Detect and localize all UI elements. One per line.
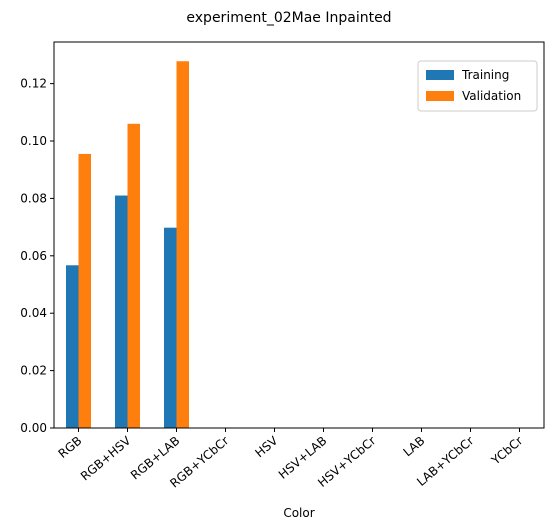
x-tick-label: LAB — [400, 434, 427, 460]
bar-validation-rgb-lab — [176, 61, 189, 429]
bar-training-rgb — [66, 265, 79, 428]
legend: Training Validation — [417, 60, 538, 112]
y-tick-label: 0.02 — [20, 364, 47, 378]
y-tick-label: 0.04 — [20, 306, 47, 320]
plot-frame — [53, 41, 545, 429]
legend-label-validation: Validation — [462, 89, 521, 103]
y-tick-label: 0.00 — [20, 421, 47, 435]
y-tick-label: 0.06 — [20, 249, 47, 263]
y-tick-label: 0.08 — [20, 191, 47, 205]
legend-swatch-validation — [426, 91, 454, 101]
x-tick-label: HSV — [252, 433, 281, 460]
x-tick-label: RGB+HSV — [78, 433, 134, 483]
bar-validation-rgb-hsv — [127, 123, 140, 429]
x-tick-label: YCbCr — [488, 434, 525, 469]
y-tick-label: 0.10 — [20, 134, 47, 148]
x-axis-label: Color — [283, 506, 314, 520]
y-tick-label: 0.12 — [20, 77, 47, 91]
legend-swatch-training — [426, 70, 454, 80]
bar-validation-rgb — [78, 153, 91, 428]
y-axis: 0.00 0.02 0.04 0.06 0.08 0.10 0.12 — [20, 77, 54, 435]
chart-title: experiment_02Mae Inpainted — [186, 10, 391, 26]
bars-layer — [66, 61, 189, 429]
bar-training-rgb-lab — [164, 227, 177, 428]
legend-label-training: Training — [461, 68, 509, 82]
bar-training-rgb-hsv — [115, 195, 128, 428]
x-tick-label: RGB — [56, 434, 85, 461]
